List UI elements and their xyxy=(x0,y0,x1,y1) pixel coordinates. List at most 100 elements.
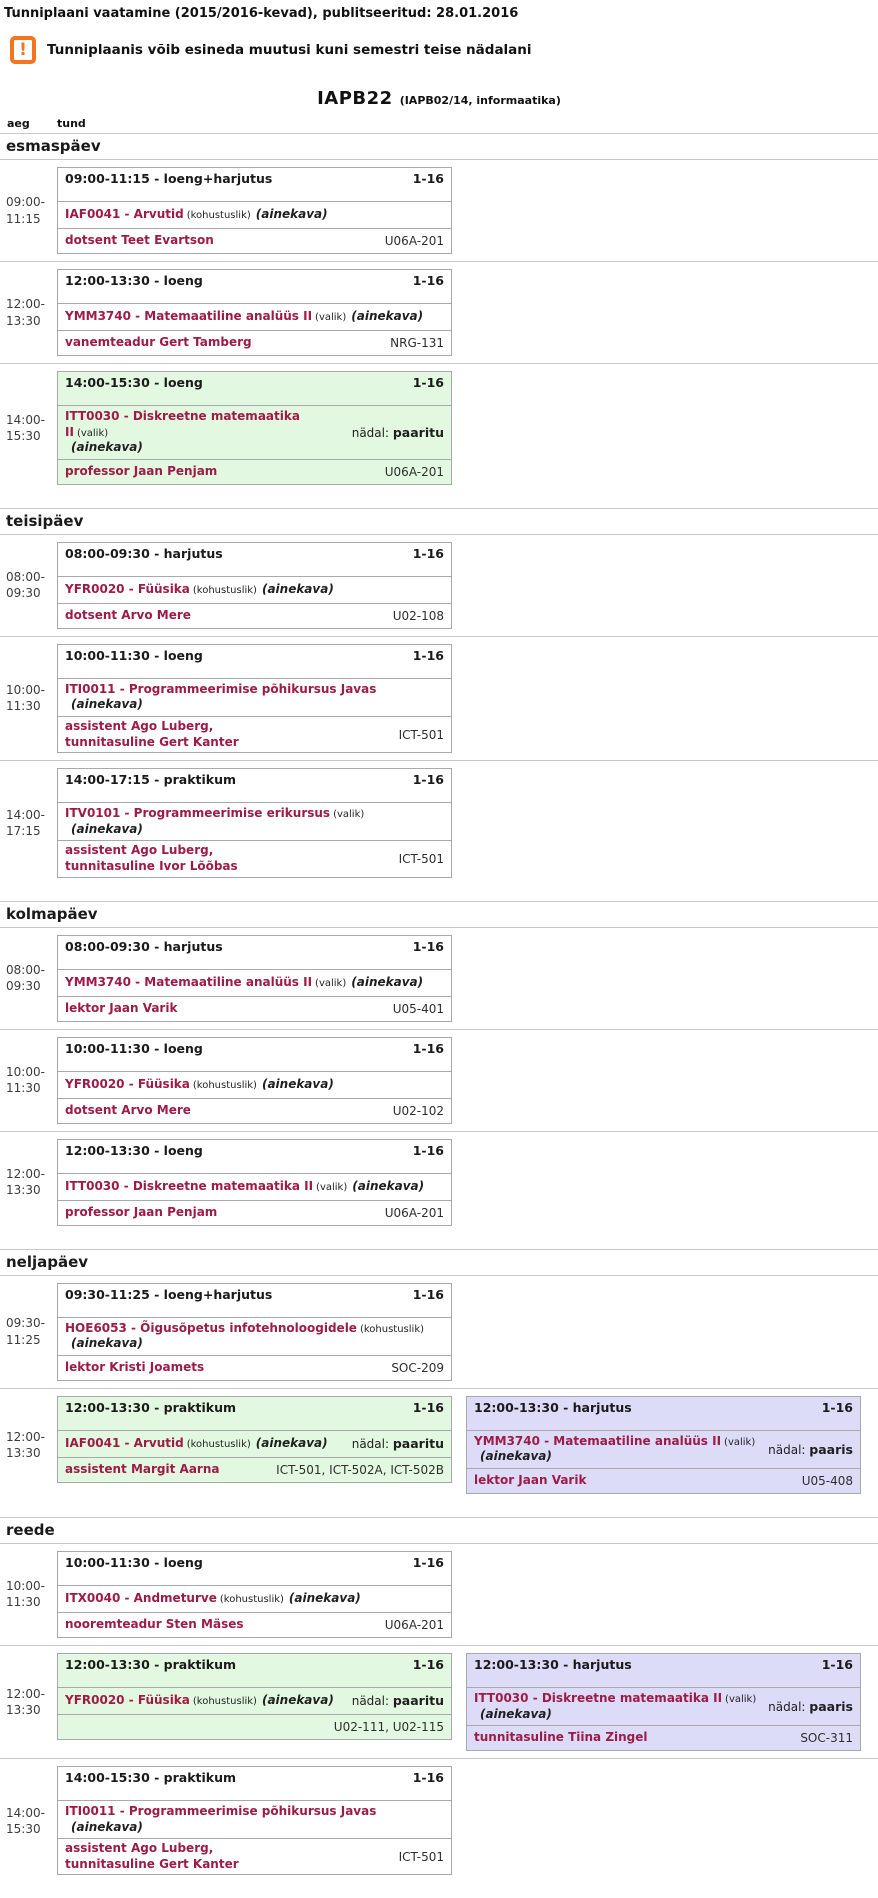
course-link[interactable]: YFR0020 - Füüsika xyxy=(65,581,190,596)
time-line: 15:30 xyxy=(6,428,41,443)
ainekava-link[interactable]: (ainekava) xyxy=(351,309,424,324)
course-row: IAF0041 - Arvutid (kohustuslik) (ainekava)… xyxy=(58,1431,451,1458)
room-list: ICT-501 xyxy=(398,1849,444,1864)
course-requirement: (kohustuslik) xyxy=(192,1079,257,1091)
lesson-time-and-type: 08:00-09:30 - harjutus xyxy=(65,545,223,561)
time-slot-row: 14:00- 15:30 14:00-15:30 - praktikum 1-16 IT… xyxy=(0,1758,878,1882)
slot-entries: 14:00-15:30 - praktikum 1-16 ITI0011 - Pro… xyxy=(57,1766,452,1876)
time-range-label: 09:00- 11:15 xyxy=(0,167,57,254)
teacher-link[interactable]: dotsent Arvo Mere xyxy=(65,607,191,622)
lesson-card: 08:00-09:30 - harjutus 1-16 YFR0020 - Füüs… xyxy=(57,541,452,629)
course-link[interactable]: ITV0101 - Programmeerimise erikursus xyxy=(65,806,331,821)
time-range-label: 10:00- 11:30 xyxy=(0,1551,57,1638)
teacher-room-row: assistent Ago Luberg, tunnitasuline Gert … xyxy=(58,1839,451,1874)
lesson-time-and-type: 09:30-11:25 - loeng+harjutus xyxy=(65,1286,273,1302)
teacher-link[interactable]: assistent Margit Aarna xyxy=(65,1461,220,1476)
course-link[interactable]: IAF0041 - Arvutid xyxy=(65,1435,184,1450)
course-requirement: (valik) xyxy=(333,809,365,821)
course-link[interactable]: ITI0011 - Programmeerimise põhikursus Ja… xyxy=(65,681,377,696)
ainekava-link[interactable]: (ainekava) xyxy=(261,1076,334,1091)
lesson-card: 10:00-11:30 - loeng 1-16 ITI0011 - Program… xyxy=(57,643,452,754)
teacher-link[interactable]: lektor Jaan Varik xyxy=(65,1000,178,1015)
teacher-link[interactable]: dotsent Teet Evartson xyxy=(65,233,214,248)
lesson-time-and-type: 12:00-13:30 - loeng xyxy=(65,273,203,288)
lesson-card-header: 14:00-17:15 - praktikum 1-16 xyxy=(58,769,451,804)
time-line: 09:30- xyxy=(6,1316,45,1331)
teacher-list: professor Jaan Penjam xyxy=(65,1205,217,1221)
course-link[interactable]: ITT0030 - Diskreetne matemaatika II xyxy=(474,1690,723,1705)
ainekava-link[interactable]: (ainekava) xyxy=(261,1693,334,1708)
ainekava-link[interactable]: (ainekava) xyxy=(255,207,328,222)
course-link[interactable]: ITT0030 - Diskreetne matemaatika II xyxy=(65,1178,314,1193)
lesson-time-and-type: 09:00-11:15 - loeng+harjutus xyxy=(65,171,273,186)
ainekava-link[interactable]: (ainekava) xyxy=(71,440,143,455)
room-list: U02-111, U02-115 xyxy=(333,1719,444,1734)
time-range-label: 10:00- 11:30 xyxy=(0,644,57,753)
teacher-room-row: nooremteadur Sten Mäses U06A-201 xyxy=(58,1613,451,1637)
course-link[interactable]: YMM3740 - Matemaatiline analüüs II xyxy=(65,974,313,989)
course-cell: IAF0041 - Arvutid (kohustuslik) (ainekava) xyxy=(65,207,328,223)
course-requirement: (valik) xyxy=(315,312,347,324)
course-link[interactable]: YFR0020 - Füüsika xyxy=(65,1693,190,1708)
time-slot-row: 08:00- 09:30 08:00-09:30 - harjutus 1-16 YMM… xyxy=(0,928,878,1029)
course-cell: YFR0020 - Füüsika (kohustuslik) (ainekava) xyxy=(65,582,334,598)
slot-entries: 14:00-15:30 - loeng 1-16 ITT0030 - Diskree… xyxy=(57,371,452,485)
lesson-card: 10:00-11:30 - loeng 1-16 ITX0040 - Andmetu… xyxy=(57,1550,452,1638)
teacher-link[interactable]: lektor Kristi Joamets xyxy=(65,1359,205,1374)
course-link[interactable]: ITI0011 - Programmeerimise põhikursus Ja… xyxy=(65,1804,377,1819)
slot-entries: 10:00-11:30 - loeng 1-16 ITX0040 - Andmetu… xyxy=(57,1550,452,1638)
course-link[interactable]: YFR0020 - Füüsika xyxy=(65,1076,190,1091)
course-cell: YFR0020 - Füüsika (kohustuslik) (ainekava) xyxy=(65,1077,334,1093)
ainekava-link[interactable]: (ainekava) xyxy=(71,1336,143,1351)
ainekava-link[interactable]: (ainekava) xyxy=(255,1435,328,1450)
course-row: YMM3740 - Matemaatiline analüüs II (valik… xyxy=(467,1431,860,1469)
course-link[interactable]: YMM3740 - Matemaatiline analüüs II xyxy=(65,309,313,324)
course-row: IAF0041 - Arvutid (kohustuslik) (ainekava) xyxy=(58,202,451,229)
teacher-link[interactable]: assistent Ago Luberg, xyxy=(65,1841,214,1856)
lesson-card: 14:00-17:15 - praktikum 1-16 ITV0101 - Pro… xyxy=(57,768,452,878)
course-link[interactable]: ITT0030 - Diskreetne matemaatika II xyxy=(65,409,300,439)
ainekava-link[interactable]: (ainekava) xyxy=(480,1449,552,1464)
lesson-weeks: 1-16 xyxy=(821,1656,853,1672)
group-code: IAPB22 xyxy=(317,88,393,109)
lesson-card: 09:30-11:25 - loeng+harjutus 1-16 HOE6053 … xyxy=(57,1282,452,1381)
ainekava-link[interactable]: (ainekava) xyxy=(288,1591,361,1606)
course-link[interactable]: IAF0041 - Arvutid xyxy=(65,207,184,222)
room-list: U05-408 xyxy=(801,1473,853,1488)
lesson-card: 12:00-13:30 - praktikum 1-16 IAF0041 - Arv… xyxy=(57,1395,452,1483)
ainekava-link[interactable]: (ainekava) xyxy=(261,581,334,596)
teacher-list: lektor Jaan Varik xyxy=(65,1001,177,1017)
course-link[interactable]: HOE6053 - Õigusõpetus infotehnoloogidele xyxy=(65,1320,357,1335)
course-link[interactable]: YMM3740 - Matemaatiline analüüs II xyxy=(474,1433,722,1448)
teacher-link[interactable]: professor Jaan Penjam xyxy=(65,463,218,478)
teacher-link[interactable]: professor Jaan Penjam xyxy=(65,1204,218,1219)
time-slot-row: 12:00- 13:30 12:00-13:30 - praktikum 1-16 IA… xyxy=(0,1387,878,1501)
teacher-link[interactable]: nooremteadur Sten Mäses xyxy=(65,1617,244,1632)
ainekava-link[interactable]: (ainekava) xyxy=(352,1178,425,1193)
ainekava-link[interactable]: (ainekava) xyxy=(71,697,143,712)
lesson-weeks: 1-16 xyxy=(412,938,444,954)
teacher-link[interactable]: tunnitasuline Tiina Zingel xyxy=(474,1730,648,1745)
ainekava-link[interactable]: (ainekava) xyxy=(351,974,424,989)
time-range-label: 08:00- 09:30 xyxy=(0,542,57,629)
time-range-label: 12:00- 13:30 xyxy=(0,269,57,356)
teacher-link[interactable]: tunnitasuline Ivor Lõõbas xyxy=(65,858,238,873)
page-title: Tunniplaani vaatamine (2015/2016-kevad),… xyxy=(4,6,519,21)
teacher-link[interactable]: tunnitasuline Gert Kanter xyxy=(65,1856,239,1871)
teacher-link[interactable]: vanemteadur Gert Tamberg xyxy=(65,335,252,350)
time-line: 10:00- xyxy=(6,1579,45,1594)
teacher-link[interactable]: tunnitasuline Gert Kanter xyxy=(65,734,239,749)
lesson-card-header: 10:00-11:30 - loeng 1-16 xyxy=(58,1038,451,1072)
ainekava-link[interactable]: (ainekava) xyxy=(480,1706,552,1721)
course-link[interactable]: ITX0040 - Andmeturve xyxy=(65,1591,217,1606)
ainekava-link[interactable]: (ainekava) xyxy=(71,1819,143,1834)
lesson-card: 12:00-13:30 - loeng 1-16 ITT0030 - Diskree… xyxy=(57,1138,452,1226)
teacher-link[interactable]: assistent Ago Luberg, xyxy=(65,843,214,858)
teacher-link[interactable]: dotsent Arvo Mere xyxy=(65,1102,191,1117)
ainekava-link[interactable]: (ainekava) xyxy=(71,821,143,836)
teacher-link[interactable]: lektor Jaan Varik xyxy=(474,1473,587,1488)
teacher-list: assistent Ago Luberg, tunnitasuline Gert … xyxy=(65,1841,239,1872)
teacher-link[interactable]: assistent Ago Luberg, xyxy=(65,718,214,733)
week-parity: nädal: paaritu xyxy=(342,1436,444,1451)
time-slot-row: 12:00- 13:30 12:00-13:30 - loeng 1-16 YMM374… xyxy=(0,261,878,363)
